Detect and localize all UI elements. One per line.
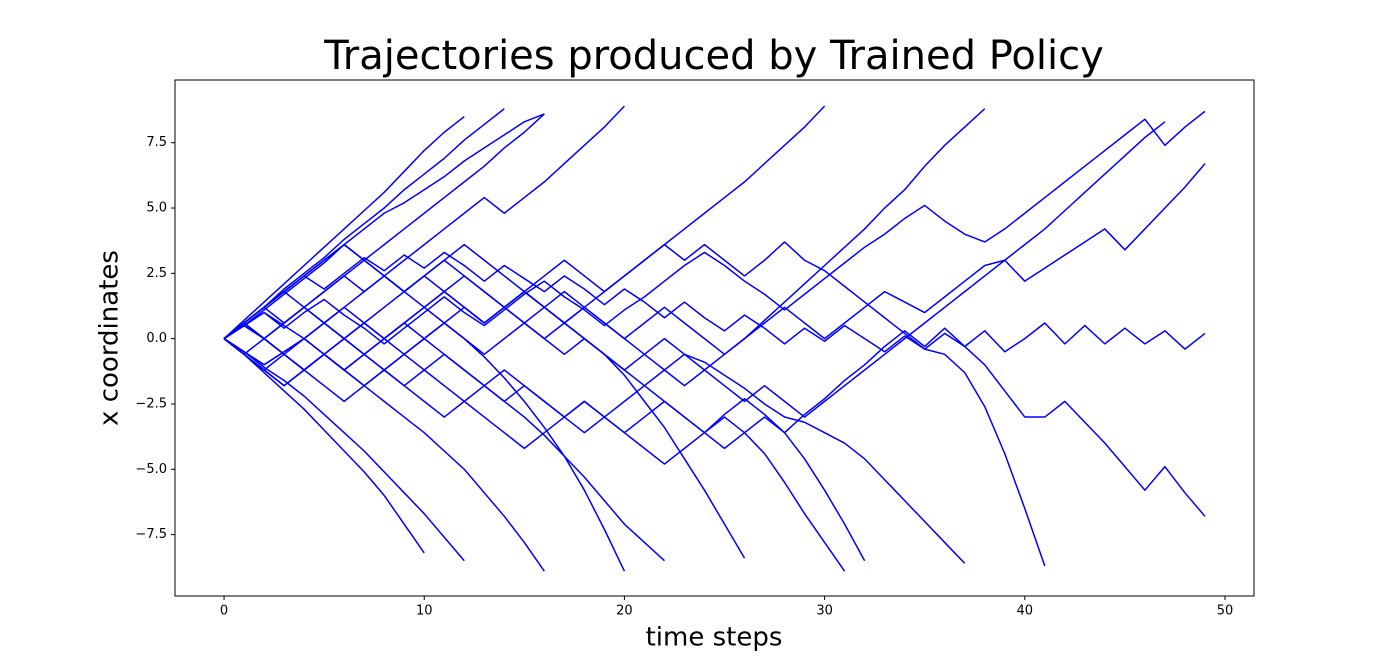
plot-frame bbox=[174, 79, 1255, 597]
x-tick-label: 0 bbox=[220, 604, 228, 619]
x-tick-label: 30 bbox=[816, 604, 833, 619]
x-axis-label: time steps bbox=[646, 623, 783, 653]
y-tick-label: 7.5 bbox=[146, 135, 167, 150]
y-tick-label: −5.0 bbox=[135, 462, 167, 477]
trajectory-line bbox=[223, 338, 465, 562]
y-tick-label: −2.5 bbox=[135, 396, 167, 411]
x-tick-label: 10 bbox=[416, 604, 433, 619]
chart-title: Trajectories produced by Trained Policy bbox=[323, 33, 1104, 79]
x-tick-label: 50 bbox=[1217, 604, 1234, 619]
y-tick-label: 5.0 bbox=[146, 201, 167, 216]
y-tick-label: 0.0 bbox=[146, 331, 167, 346]
trajectory-line bbox=[223, 338, 425, 554]
trajectory-line bbox=[223, 290, 665, 562]
trajectory-line bbox=[223, 324, 866, 562]
trajectory-line bbox=[223, 115, 465, 340]
trajectory-line bbox=[223, 251, 1206, 353]
trajectory-line bbox=[223, 113, 545, 340]
y-axis-label: x coordinates bbox=[95, 250, 125, 426]
trajectory-line bbox=[223, 243, 746, 559]
y-tick-label: 2.5 bbox=[146, 266, 167, 281]
x-tick-label: 40 bbox=[1017, 604, 1034, 619]
trajectory-line bbox=[223, 163, 1206, 371]
x-tick-label: 20 bbox=[616, 604, 633, 619]
y-tick-label: −7.5 bbox=[135, 527, 167, 542]
